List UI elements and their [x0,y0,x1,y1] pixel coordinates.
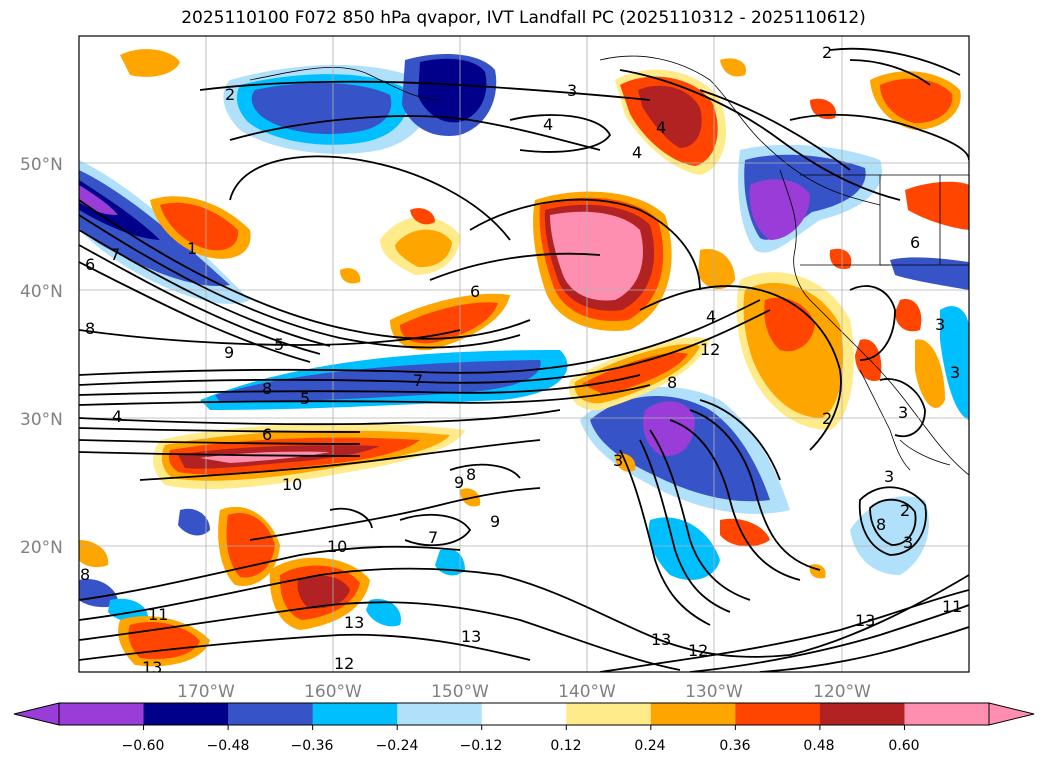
lon-tick-label: 140°W [558,682,616,702]
longitude-axis: 170°W 160°W 150°W 140°W 130°W 120°W [177,682,871,702]
contour-label: 2 [225,85,235,104]
contour-label: 8 [262,379,272,398]
contour-label: 6 [910,233,920,252]
colorbar-swatch [904,703,990,725]
colorbar-tick-label: −0.24 [376,738,419,754]
contour-label: 12 [688,641,708,660]
contour-label: 12 [700,340,720,359]
gridlines [79,36,969,672]
map-layers: 2 3 4 4 2 1 6 6 7 8 8 5 9 8 7 5 4 6 10 9… [79,36,969,677]
lat-tick-label: 20°N [20,538,63,558]
contour-label: 3 [935,315,945,334]
contour-label: 3 [567,81,577,100]
colorbar-swatch [143,703,229,725]
contour-label: 3 [898,403,908,422]
contour-label: 9 [490,512,500,531]
colorbar-swatch [397,703,483,725]
contour-label: 13 [344,613,364,632]
contour-label: 3 [903,533,913,552]
contour-label: 6 [470,282,480,301]
contour-label: 4 [706,307,716,326]
colorbar-swatch [481,703,567,725]
colorbar-tick-label: 0.60 [888,738,919,754]
colorbar-swatch [650,703,736,725]
contour-label: 4 [543,115,553,134]
contour-label: 10 [282,475,302,494]
colorbar-tick-label: 0.12 [550,738,581,754]
contour-label: 11 [942,597,962,616]
colorbar-swatch [566,703,652,725]
lon-tick-label: 130°W [685,682,743,702]
contour-label: 3 [884,467,894,486]
contour-label: 5 [274,335,284,354]
contour-labels: 2 3 4 4 2 1 6 6 7 8 8 5 9 8 7 5 4 6 10 9… [80,43,962,677]
lon-tick-label: 160°W [304,682,362,702]
contour-label: 2 [822,43,832,62]
colorbar-tick-label: −0.36 [291,738,334,754]
contour-label: 4 [632,143,642,162]
colorbar-swatch [228,703,314,725]
contour-label: 8 [876,515,886,534]
lon-tick-label: 150°W [431,682,489,702]
contour-label: 7 [413,371,423,390]
map-title: 2025110100 F072 850 hPa qvapor, IVT Land… [181,8,866,28]
colorbar-tick-label: −0.12 [460,738,503,754]
lon-tick-label: 120°W [813,682,871,702]
lat-tick-label: 50°N [20,155,63,175]
colorbar-swatch [312,703,398,725]
contour-label: 6 [85,255,95,274]
contour-label: 13 [461,627,481,646]
contour-label: 13 [142,658,162,677]
colorbar-tick-label: 0.48 [803,738,834,754]
latitude-axis: 50°N 40°N 30°N 20°N [20,155,63,558]
contour-label: 1 [187,239,197,258]
colorbar-swatch [819,703,905,725]
coastlines [249,55,969,476]
contour-label: 8 [667,373,677,392]
contour-label: 6 [262,425,272,444]
contour-label: 2 [822,409,832,428]
ivt-contours [79,47,969,672]
colorbar-swatch [59,703,145,725]
colorbar-extend-high [988,702,1035,726]
contour-label: 13 [651,630,671,649]
contour-label: 7 [428,528,438,547]
colorbar-extend-low [13,702,60,726]
lat-tick-label: 30°N [20,410,63,430]
contour-label: 2 [900,501,910,520]
contour-label: 8 [80,565,90,584]
colorbar-tick-label: −0.48 [207,738,250,754]
colorbar-tick-label: 0.36 [719,738,750,754]
contour-label: 4 [656,118,666,137]
contour-label: 8 [466,465,476,484]
contour-label: 9 [454,473,464,492]
contour-label: 7 [110,245,120,264]
lat-tick-label: 40°N [20,282,63,302]
contour-label: 9 [224,343,234,362]
map-frame [78,35,970,673]
contour-label: 5 [300,389,310,408]
contour-label: 3 [950,363,960,382]
lon-tick-label: 170°W [177,682,235,702]
colorbar-tick-label: −0.60 [122,738,165,754]
contour-label: 4 [112,407,122,426]
contour-label: 3 [613,451,623,470]
contour-label: 12 [334,654,354,673]
colorbar-swatch [735,703,821,725]
contour-label: 8 [85,319,95,338]
colorbar-tick-label: 0.24 [634,738,665,754]
contour-label: 13 [855,611,875,630]
contour-label: 11 [148,605,168,624]
colorbar: −0.60 −0.48 −0.36 −0.24 −0.12 0.12 0.24 … [13,702,1035,754]
contour-label: 10 [327,537,347,556]
